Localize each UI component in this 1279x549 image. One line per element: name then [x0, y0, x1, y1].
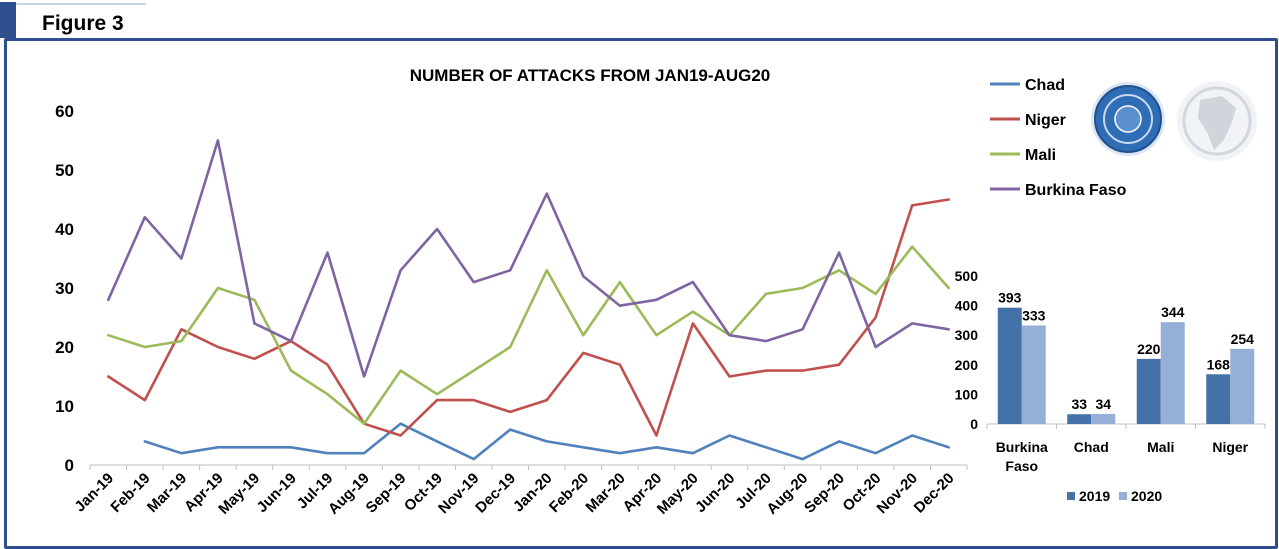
bar-chart-y-tick-label: 0 — [970, 416, 978, 432]
bar-data-label: 333 — [1022, 307, 1046, 323]
bar-legend-swatch-2020 — [1119, 492, 1127, 500]
line-chart-x-tick-label: Dec-19 — [472, 470, 519, 517]
line-chart-legend: Chad Niger Mali Burkina Faso — [990, 77, 1127, 199]
line-chart-x-tick-label: Jan-20 — [510, 470, 556, 516]
bar-category-label: Niger — [1212, 439, 1248, 455]
line-series-niger — [107, 198, 951, 437]
bar-data-label: 34 — [1095, 396, 1111, 412]
bar-chart-y-tick-label: 100 — [955, 386, 979, 402]
line-series-chad — [143, 422, 951, 461]
bar-legend-label-2020: 2020 — [1131, 488, 1162, 504]
line-chart-y-tick-label: 20 — [55, 338, 74, 357]
bar-niger-2019 — [1206, 374, 1231, 424]
line-chart: 0102030405060Jan-19Feb-19Mar-19Apr-19May… — [55, 102, 968, 518]
bar-category-label: Chad — [1074, 439, 1109, 455]
legend-label-niger: Niger — [1025, 112, 1066, 129]
bar-chart-y-tick-label: 200 — [955, 357, 979, 373]
bar-data-label: 33 — [1071, 396, 1087, 412]
bar-chart-y-tick-label: 400 — [955, 298, 979, 314]
bar-niger-2020 — [1230, 348, 1255, 424]
bar-category-label: Mali — [1147, 439, 1174, 455]
line-chart-x-tick-label: Jan-19 — [71, 470, 117, 516]
bar-chart-y-tick-label: 500 — [955, 268, 979, 284]
line-chart-x-tick-label: Dec-20 — [911, 470, 958, 517]
line-chart-x-tick-label: Feb-20 — [546, 470, 592, 516]
figure-tab: Figure 3 — [0, 0, 150, 38]
bar-chart-y-tick-label: 300 — [955, 327, 979, 343]
line-chart-x-tick-label: Sep-19 — [363, 470, 410, 517]
bar-data-label: 254 — [1231, 331, 1255, 347]
line-chart-x-tick-label: Nov-19 — [435, 470, 482, 517]
figure-frame — [4, 38, 1278, 549]
line-chart-x-tick-label: Feb-19 — [107, 470, 153, 516]
figure-tab-rule — [16, 3, 146, 5]
line-chart-y-tick-label: 0 — [65, 456, 74, 475]
logos — [1091, 81, 1257, 161]
emblem-logo-1-ring — [1103, 94, 1153, 144]
line-chart-x-tick-label: Nov-20 — [874, 470, 921, 517]
line-series-burkina-faso — [107, 139, 951, 378]
legend-label-mali: Mali — [1025, 147, 1056, 164]
legend-label-burkina-faso: Burkina Faso — [1025, 182, 1127, 199]
figure-tab-accent — [0, 2, 16, 38]
bar-data-label: 393 — [998, 290, 1022, 306]
emblem-logo-2 — [1182, 86, 1252, 156]
emblem-logo-1-core — [1114, 105, 1142, 133]
figure-label: Figure 3 — [42, 12, 124, 35]
bar-chad-2019 — [1067, 414, 1092, 424]
bar-burkina-faso-2020 — [1021, 325, 1046, 424]
line-chart-x-tick-label: Aug-20 — [763, 470, 811, 518]
bar-legend-swatch-2019 — [1067, 492, 1075, 500]
line-chart-y-tick-label: 30 — [55, 279, 74, 298]
line-chart-x-tick-label: Jun-19 — [254, 470, 300, 516]
bar-category-label: Burkina — [996, 439, 1048, 455]
line-series-mali — [107, 245, 951, 426]
legend-label-chad: Chad — [1025, 77, 1065, 94]
bar-chart-legend: 2019 2020 — [1067, 488, 1162, 504]
line-chart-x-tick-label: May-19 — [215, 470, 263, 518]
bar-data-label: 220 — [1137, 341, 1161, 357]
line-chart-x-tick-label: May-20 — [654, 470, 702, 518]
bar-legend-label-2019: 2019 — [1079, 488, 1110, 504]
bar-mali-2019 — [1136, 358, 1161, 424]
line-chart-title: NUMBER OF ATTACKS FROM JAN19-AUG20 — [410, 66, 770, 85]
emblem-logo-2-africa — [1198, 96, 1236, 150]
line-chart-x-tick-label: Aug-19 — [325, 470, 373, 518]
line-chart-x-tick-label: Mar-20 — [582, 470, 628, 516]
line-chart-x-tick-label: Sep-20 — [801, 470, 848, 517]
line-chart-y-tick-label: 50 — [55, 161, 74, 180]
bar-data-label: 168 — [1207, 356, 1231, 372]
bar-chad-2020 — [1091, 413, 1116, 424]
line-chart-y-tick-label: 60 — [55, 102, 74, 121]
bar-data-label: 344 — [1161, 304, 1185, 320]
bar-burkina-faso-2019 — [997, 307, 1022, 424]
line-chart-x-tick-label: Jun-20 — [692, 470, 738, 516]
line-chart-x-tick-label: Mar-19 — [144, 470, 190, 516]
line-chart-y-tick-label: 10 — [55, 397, 74, 416]
bar-category-label: Faso — [1005, 458, 1038, 474]
line-chart-y-tick-label: 40 — [55, 220, 74, 239]
bar-mali-2020 — [1160, 322, 1185, 424]
